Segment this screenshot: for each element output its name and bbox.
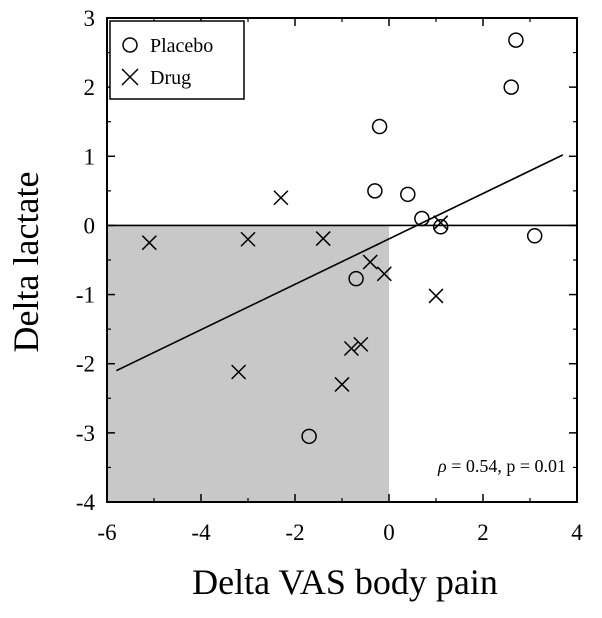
y-tick-label: 0	[84, 213, 96, 238]
placebo-point	[503, 79, 519, 95]
y-tick-label: 1	[84, 144, 96, 169]
placebo-point	[508, 32, 524, 48]
legend-box	[109, 20, 245, 100]
legend-placebo-label: Placebo	[150, 35, 213, 57]
x-tick-label: -4	[191, 520, 211, 545]
drug-point	[353, 336, 369, 352]
y-tick-label: -4	[76, 490, 96, 515]
drug-point	[362, 254, 378, 270]
y-tick-label: 3	[84, 6, 96, 31]
placebo-point	[400, 186, 416, 203]
legend-drug-label: Drug	[150, 67, 191, 89]
placebo-point	[432, 219, 449, 235]
placebo-point	[414, 210, 430, 227]
legend-drug-marker	[121, 68, 139, 86]
drug-point	[315, 231, 331, 247]
y-tick-label: -1	[76, 283, 95, 308]
x-tick-label: 4	[571, 520, 583, 545]
y-tick-label: -3	[76, 421, 95, 446]
regression-line	[116, 154, 564, 372]
placebo-point	[301, 428, 317, 445]
x-tick-label: 0	[383, 520, 395, 545]
correlation-annotation: ρ = 0.54, p = 0.01	[437, 456, 566, 476]
x-tick-label: -6	[97, 520, 116, 545]
placebo-point	[526, 228, 543, 244]
correlation-text: = 0.54, p = 0.01	[447, 456, 566, 476]
x-axis-title: Delta VAS body pain	[192, 562, 498, 602]
drug-point	[141, 235, 157, 251]
drug-point	[428, 288, 444, 304]
placebo-point	[367, 183, 383, 199]
drug-point	[334, 376, 350, 392]
drug-point	[273, 190, 289, 206]
shaded-quadrant	[107, 225, 389, 502]
data-points	[141, 32, 543, 445]
y-tick-label: -2	[76, 352, 95, 377]
drug-point	[376, 266, 392, 282]
drug-point	[343, 340, 359, 357]
drug-point	[433, 215, 449, 231]
rho-symbol: ρ	[437, 456, 447, 476]
x-tick-label: -2	[285, 520, 304, 545]
drug-point	[240, 231, 256, 247]
legend: Placebo Drug	[109, 20, 245, 100]
legend-placebo-marker	[122, 37, 138, 53]
y-axis-title: Delta lactate	[6, 172, 46, 353]
x-tick-label: 2	[477, 520, 489, 545]
placebo-point	[371, 118, 388, 135]
y-tick-label: 2	[84, 75, 96, 100]
drug-point	[231, 364, 247, 380]
placebo-point	[348, 270, 364, 287]
